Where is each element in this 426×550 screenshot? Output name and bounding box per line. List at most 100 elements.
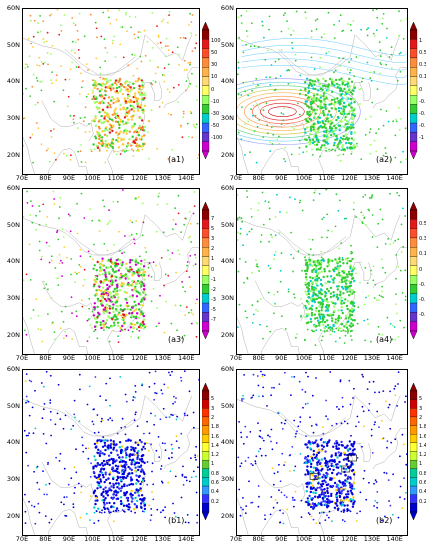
station-point	[39, 15, 41, 17]
station-point	[120, 445, 124, 448]
station-point	[404, 127, 407, 130]
boundary-line	[23, 137, 88, 174]
station-point	[179, 124, 182, 127]
station-point	[299, 89, 302, 92]
station-point	[334, 454, 337, 457]
station-point	[128, 90, 132, 93]
station-point	[323, 103, 326, 106]
station-point	[137, 196, 140, 199]
station-point	[111, 318, 114, 321]
station-point	[108, 131, 112, 134]
station-point	[164, 55, 167, 58]
station-point	[120, 314, 123, 317]
station-point	[376, 410, 379, 413]
colorbar-segment	[410, 209, 418, 220]
station-point	[34, 427, 37, 430]
station-point	[167, 481, 170, 484]
station-point	[189, 110, 192, 113]
colorbar-label: 0.8	[419, 470, 426, 477]
station-point	[314, 19, 317, 22]
station-point	[397, 238, 400, 241]
colorbar-segment	[410, 95, 418, 105]
station-point	[330, 149, 333, 152]
station-point	[256, 263, 258, 266]
station-point	[322, 92, 326, 95]
station-point	[370, 80, 373, 82]
station-point	[59, 327, 62, 329]
station-point	[238, 421, 240, 423]
station-point	[120, 426, 123, 429]
station-point	[53, 152, 56, 155]
station-point	[100, 268, 104, 271]
station-point	[167, 63, 170, 66]
station-point	[237, 326, 239, 328]
station-point	[377, 222, 380, 225]
station-point	[340, 107, 343, 110]
station-point	[92, 97, 95, 100]
colorbar-segment	[410, 321, 418, 332]
station-point	[338, 199, 341, 202]
colorbar-segment	[410, 451, 418, 461]
station-point	[76, 202, 78, 205]
station-point	[124, 452, 128, 455]
station-point	[320, 511, 323, 514]
station-point	[404, 269, 407, 272]
station-point	[108, 512, 111, 514]
y-tick-label: 40N	[6, 438, 20, 447]
station-point	[238, 303, 241, 306]
station-point	[351, 329, 353, 332]
station-point	[330, 494, 333, 498]
station-point	[96, 87, 99, 91]
station-point	[183, 223, 186, 226]
station-point	[91, 420, 94, 423]
station-point	[42, 433, 45, 435]
station-point	[114, 509, 117, 512]
station-point	[117, 471, 120, 475]
station-point	[370, 273, 373, 276]
station-point	[260, 370, 262, 373]
station-point	[106, 494, 110, 497]
station-point	[361, 405, 364, 408]
station-point	[341, 270, 344, 273]
station-point	[108, 16, 110, 19]
station-point	[309, 248, 312, 251]
station-point	[373, 35, 376, 37]
station-point	[314, 309, 318, 312]
station-point	[103, 503, 106, 506]
station-point	[252, 373, 255, 376]
station-point	[341, 30, 344, 32]
station-point	[340, 323, 344, 326]
station-point	[237, 131, 240, 134]
station-point	[185, 479, 188, 482]
station-point	[254, 460, 257, 463]
station-point	[115, 262, 118, 265]
station-point	[117, 146, 121, 149]
station-point	[310, 125, 313, 129]
station-point	[401, 507, 404, 510]
station-point	[351, 307, 354, 311]
station-point	[189, 255, 192, 257]
station-point	[330, 102, 333, 106]
station-point	[406, 453, 407, 456]
station-point	[128, 453, 131, 456]
station-point	[388, 56, 391, 58]
station-point	[104, 439, 107, 442]
station-point	[337, 451, 340, 454]
station-point	[348, 311, 351, 315]
station-point	[348, 288, 351, 291]
station-point	[168, 416, 171, 419]
station-point	[171, 252, 174, 254]
station-point	[147, 131, 149, 134]
station-point	[109, 295, 112, 298]
station-point	[297, 250, 300, 253]
station-point	[380, 108, 382, 111]
station-point	[136, 451, 139, 455]
station-point	[271, 143, 274, 145]
station-point	[50, 297, 53, 299]
station-point	[168, 457, 171, 460]
station-point	[326, 489, 329, 493]
station-point	[259, 240, 262, 243]
station-point	[335, 485, 338, 488]
station-point	[133, 300, 136, 303]
station-point	[99, 101, 102, 104]
